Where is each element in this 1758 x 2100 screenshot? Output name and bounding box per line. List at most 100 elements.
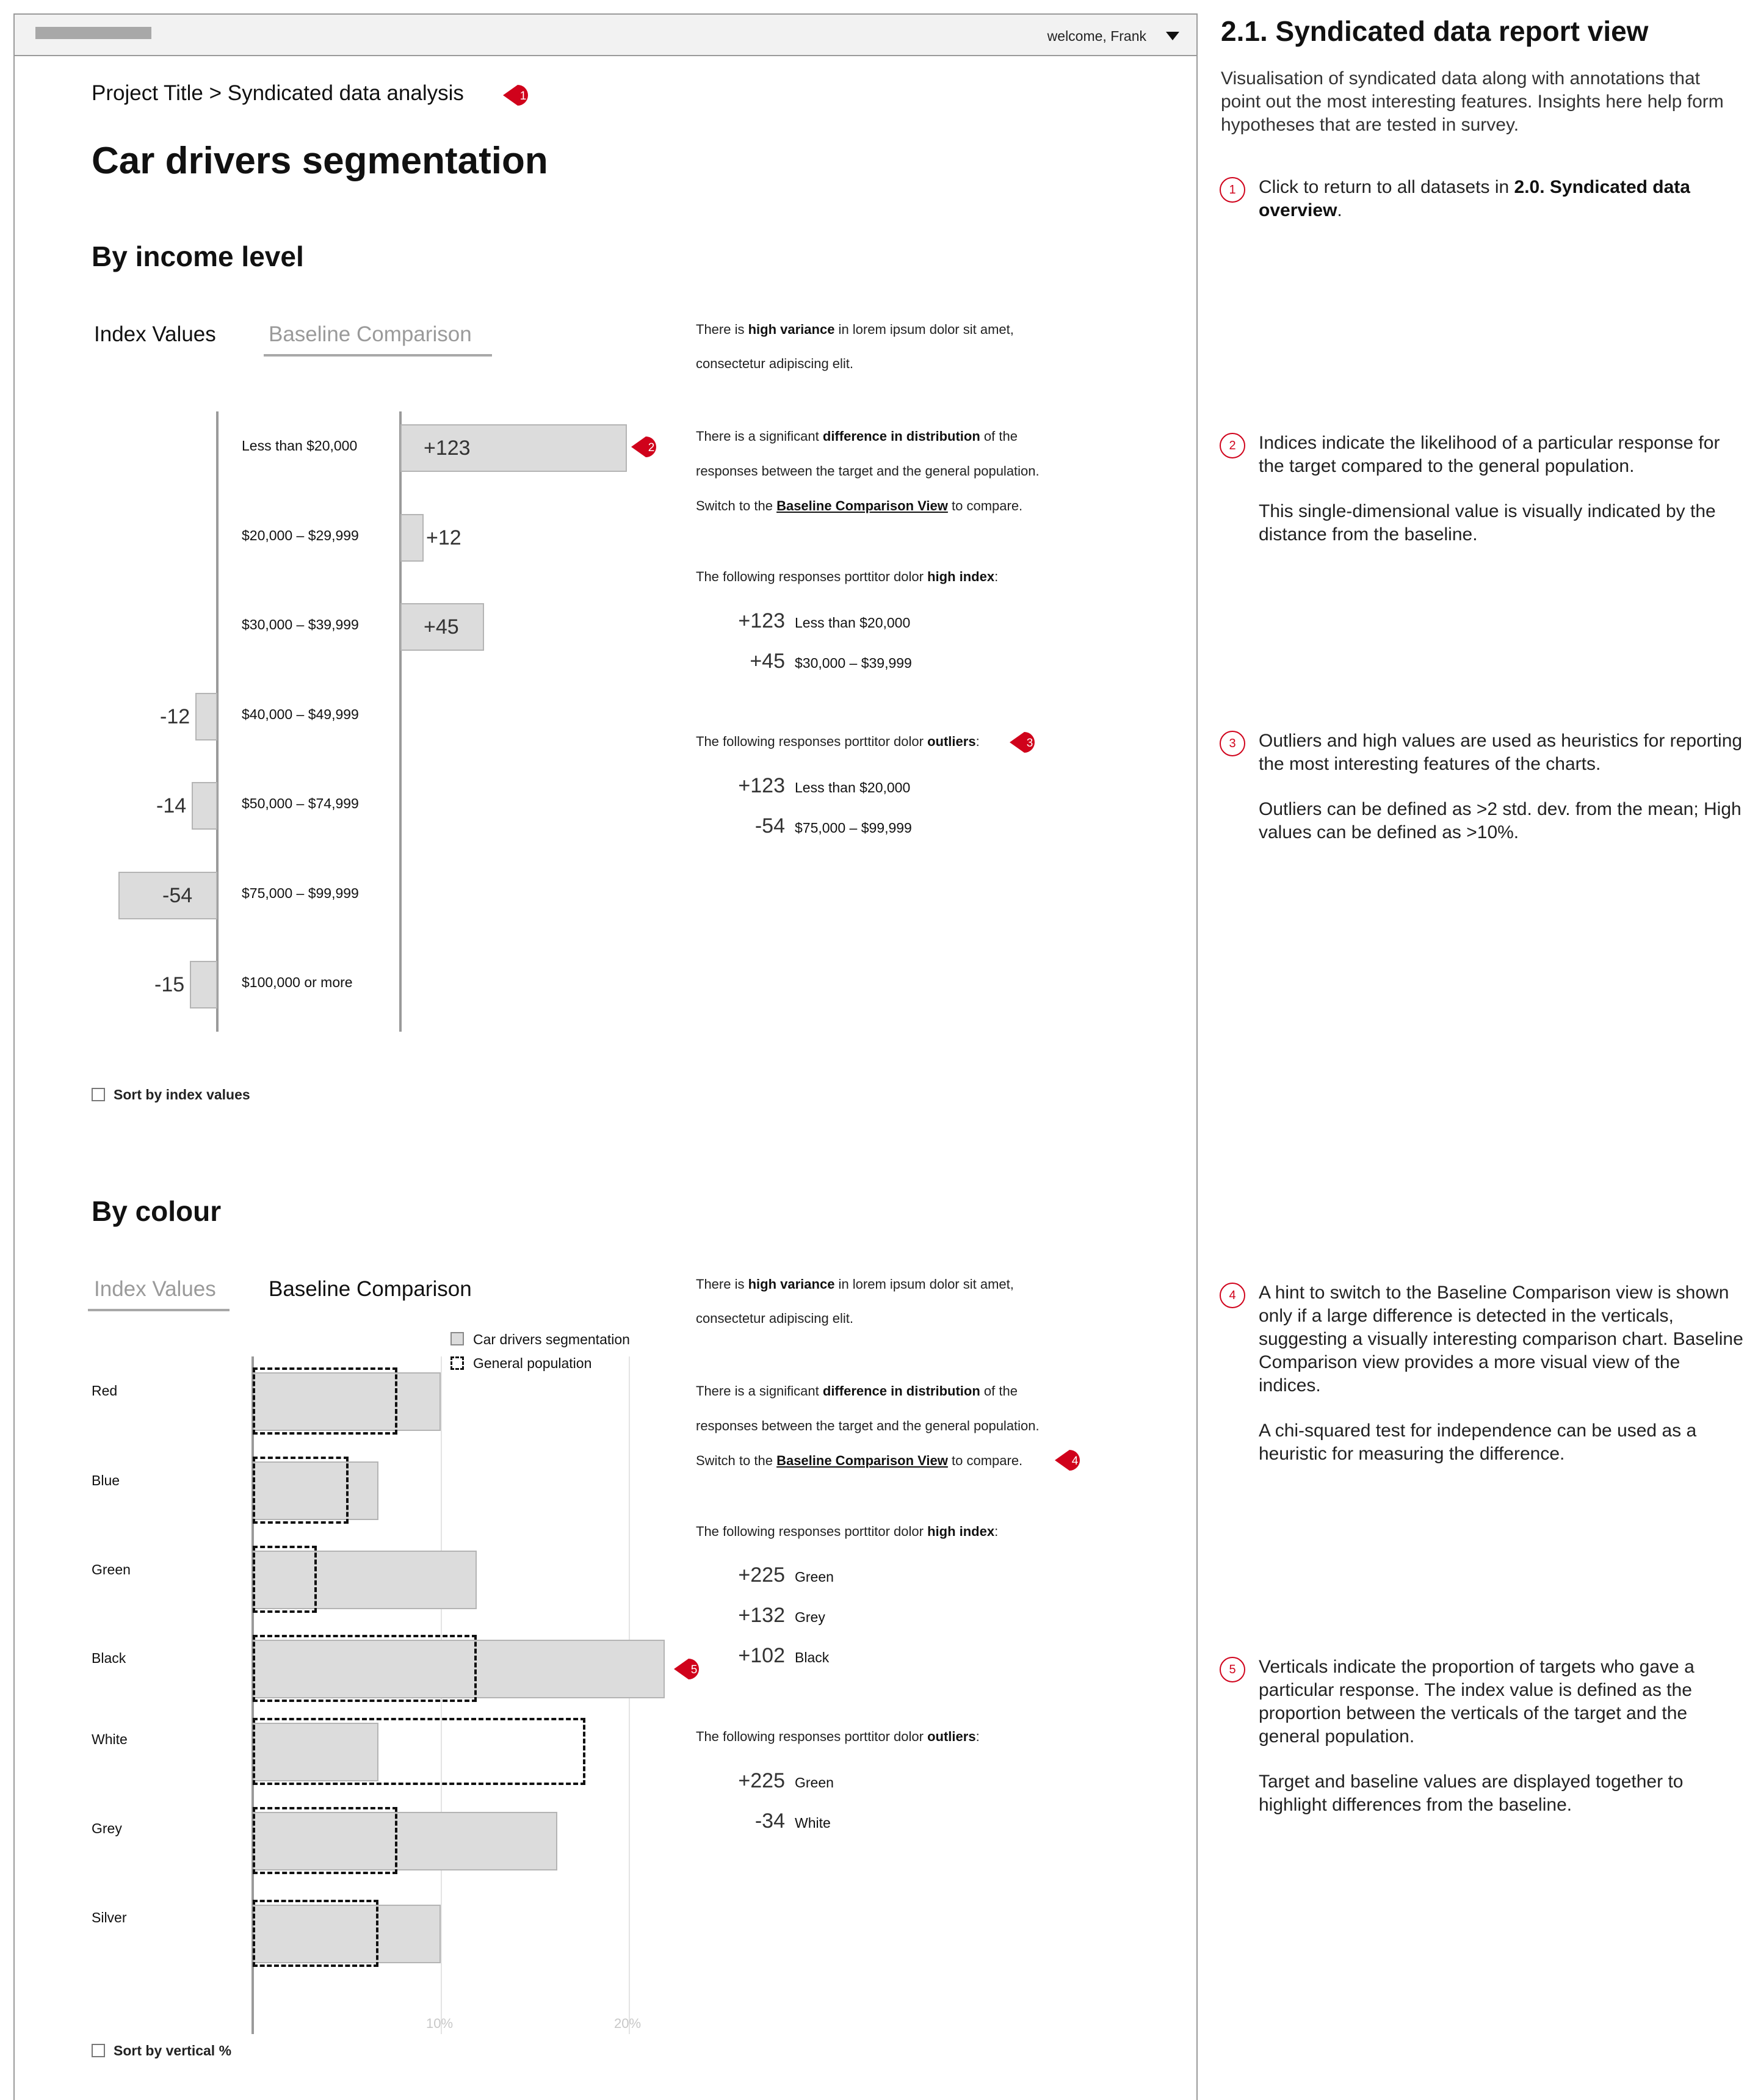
index-value-label: -15 xyxy=(154,973,185,996)
category-label: Less than $20,000 xyxy=(242,438,358,454)
tab-underline xyxy=(88,1309,230,1311)
sort-by-index-checkbox[interactable] xyxy=(92,1088,105,1101)
annotation-marker-2: 2 xyxy=(630,435,665,459)
note-high-index: The following responses porttitor dolor … xyxy=(696,569,999,584)
category-label: $100,000 or more xyxy=(242,974,353,990)
annotation-number-5: 5 xyxy=(1220,1657,1245,1682)
baseline-comparison-link[interactable]: Baseline Comparison View xyxy=(776,1453,948,1468)
index-value-label: +12 xyxy=(426,526,461,549)
category-label: $20,000 – $29,999 xyxy=(242,527,359,543)
svg-text:3: 3 xyxy=(1027,737,1033,750)
category-label: Red xyxy=(92,1383,118,1399)
annotation-panel-title: 2.1. Syndicated data report view xyxy=(1221,15,1649,47)
svg-text:2: 2 xyxy=(648,441,655,454)
stat-label: White xyxy=(795,1815,831,1831)
general-population-box xyxy=(253,1718,586,1785)
category-label: $30,000 – $39,999 xyxy=(242,617,359,632)
logo-placeholder[interactable] xyxy=(35,27,151,39)
annotation-5: Verticals indicate the proportion of tar… xyxy=(1259,1657,1695,1815)
baseline-comparison-link[interactable]: Baseline Comparison View xyxy=(776,498,948,513)
annotation-marker-5: 5 xyxy=(673,1657,708,1681)
target-bar[interactable] xyxy=(253,1723,379,1781)
annotation-2: Indices indicate the likelihood of a par… xyxy=(1259,433,1720,545)
tab-index-values[interactable]: Index Values xyxy=(94,1277,216,1301)
stat-value: -54 xyxy=(754,814,785,838)
note-difference-line2: responses between the target and the gen… xyxy=(696,463,1040,479)
annotation-marker-3: 3 xyxy=(1008,730,1044,755)
target-bar[interactable] xyxy=(253,1551,477,1609)
stat-value: +225 xyxy=(738,1563,785,1587)
note-switch: Switch to the Baseline Comparison View t… xyxy=(696,498,1023,513)
note-high-variance: There is high variance in lorem ipsum do… xyxy=(696,1276,1014,1292)
x-tick-label: 20% xyxy=(614,2016,642,2031)
stat-label: Green xyxy=(795,1775,834,1790)
annotation-number-1: 1 xyxy=(1220,177,1245,203)
general-population-box xyxy=(253,1546,317,1613)
legend-swatch-target xyxy=(450,1332,464,1345)
target-bar[interactable] xyxy=(253,1905,441,1963)
index-bar[interactable] xyxy=(400,603,484,651)
app-window: welcome, Frank xyxy=(13,13,1198,2100)
tab-baseline-comparison[interactable]: Baseline Comparison xyxy=(269,1277,472,1301)
chevron-down-icon[interactable] xyxy=(1166,32,1179,40)
category-label: Green xyxy=(92,1562,131,1577)
general-population-box xyxy=(253,1900,379,1967)
tab-baseline-comparison[interactable]: Baseline Comparison xyxy=(269,322,472,346)
index-bar[interactable] xyxy=(118,871,217,919)
note-high-variance-line2: consectetur adipiscing elit. xyxy=(696,1311,854,1326)
index-value-label: +123 xyxy=(424,436,471,460)
sort-by-vertical-checkbox[interactable] xyxy=(92,2044,105,2057)
stat-label: Less than $20,000 xyxy=(795,615,911,631)
welcome-user[interactable]: welcome, Frank xyxy=(1047,28,1146,44)
target-bar[interactable] xyxy=(253,1372,441,1431)
stat-value: +102 xyxy=(738,1644,785,1667)
note-outliers: The following responses porttitor dolor … xyxy=(696,1729,980,1744)
category-label: White xyxy=(92,1731,128,1747)
stat-value: +45 xyxy=(750,650,785,673)
sort-by-vertical-label[interactable]: Sort by vertical % xyxy=(114,2043,232,2058)
annotation-number-4: 4 xyxy=(1220,1283,1245,1308)
note-switch: Switch to the Baseline Comparison View t… xyxy=(696,1453,1023,1468)
annotation-marker-1: 1 xyxy=(502,83,537,107)
annotation-marker-4: 4 xyxy=(1054,1448,1089,1472)
note-difference: There is a significant difference in dis… xyxy=(696,429,1018,444)
sort-by-index-label[interactable]: Sort by index values xyxy=(114,1087,250,1102)
svg-text:4: 4 xyxy=(1072,1455,1079,1468)
stat-label: Black xyxy=(795,1649,830,1665)
annotation-4: A hint to switch to the Baseline Compari… xyxy=(1259,1283,1743,1464)
annotation-intro: Visualisation of syndicated data along w… xyxy=(1221,68,1724,135)
index-bar[interactable] xyxy=(195,692,217,740)
target-bar[interactable] xyxy=(253,1640,665,1698)
tab-index-values[interactable]: Index Values xyxy=(94,322,216,346)
category-label: $50,000 – $74,999 xyxy=(242,795,359,811)
stat-label: $75,000 – $99,999 xyxy=(795,820,912,836)
stat-label: Grey xyxy=(795,1609,825,1625)
stat-value: +225 xyxy=(738,1769,785,1792)
stat-value: +123 xyxy=(738,609,785,632)
chart-axis-left xyxy=(216,411,219,1032)
note-high-index: The following responses porttitor dolor … xyxy=(696,1524,999,1539)
general-population-box xyxy=(253,1457,349,1524)
category-label: Blue xyxy=(92,1472,120,1488)
note-difference-line2: responses between the target and the gen… xyxy=(696,1418,1040,1433)
target-bar[interactable] xyxy=(253,1812,557,1870)
section-title-colour: By colour xyxy=(92,1195,222,1227)
note-high-variance-line2: consectetur adipiscing elit. xyxy=(696,356,854,371)
index-bar[interactable] xyxy=(400,424,627,472)
index-bar[interactable] xyxy=(190,961,217,1008)
index-bar[interactable] xyxy=(192,782,217,830)
stat-value: +132 xyxy=(738,1604,785,1627)
top-bar: welcome, Frank xyxy=(15,15,1196,56)
category-label: $75,000 – $99,999 xyxy=(242,885,359,901)
legend-swatch-general xyxy=(450,1356,464,1370)
index-bar[interactable] xyxy=(400,513,424,562)
stat-value: -34 xyxy=(754,1809,785,1833)
svg-text:5: 5 xyxy=(691,1664,698,1676)
annotation-number-2: 2 xyxy=(1220,433,1245,458)
target-bar[interactable] xyxy=(253,1461,379,1520)
breadcrumb[interactable]: Project Title > Syndicated data analysis xyxy=(92,81,464,105)
general-population-box xyxy=(253,1635,477,1702)
annotation-number-3: 3 xyxy=(1220,731,1245,756)
category-label: Black xyxy=(92,1650,126,1666)
note-high-variance: There is high variance in lorem ipsum do… xyxy=(696,322,1014,337)
